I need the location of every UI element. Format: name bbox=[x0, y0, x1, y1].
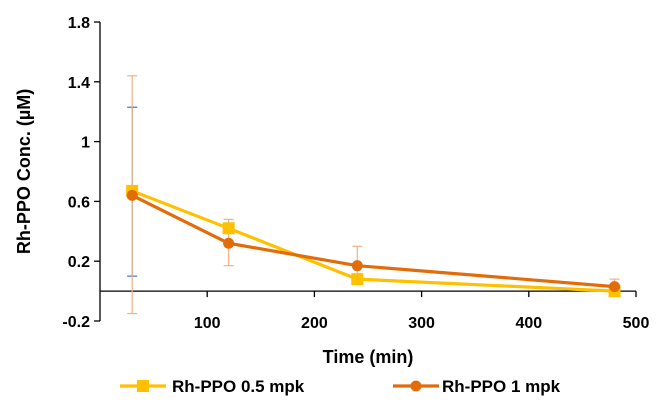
y-tick-label: 1 bbox=[81, 135, 90, 152]
x-tick-label: 100 bbox=[194, 315, 221, 332]
x-axis-title: Time (min) bbox=[323, 347, 414, 367]
data-point-circle bbox=[609, 281, 621, 293]
y-tick-label: 1.8 bbox=[68, 15, 90, 32]
y-tick-label: -0.2 bbox=[62, 314, 90, 331]
y-tick-label: 0.6 bbox=[68, 194, 90, 211]
legend-label-1: Rh-PPO 0.5 mpk bbox=[172, 377, 305, 396]
x-tick-label: 500 bbox=[623, 315, 650, 332]
data-point-circle bbox=[223, 237, 235, 249]
y-axis-title: Rh-PPO Conc. (µM) bbox=[14, 89, 34, 254]
x-tick-label: 400 bbox=[515, 315, 542, 332]
data-point-circle bbox=[126, 189, 138, 201]
data-point-square bbox=[222, 222, 235, 235]
y-tick-label: 1.4 bbox=[68, 75, 90, 92]
series-line-2 bbox=[131, 193, 615, 289]
data-point-circle bbox=[351, 260, 363, 272]
series-line-1 bbox=[131, 189, 615, 293]
legend-marker-circle bbox=[410, 380, 422, 392]
legend-marker-square bbox=[137, 380, 149, 392]
data-point-square bbox=[351, 273, 364, 286]
x-tick-label: 200 bbox=[301, 315, 328, 332]
legend-label-2: Rh-PPO 1 mpk bbox=[442, 377, 561, 396]
y-tick-label: 0.2 bbox=[68, 254, 90, 271]
x-tick-label: 300 bbox=[408, 315, 435, 332]
